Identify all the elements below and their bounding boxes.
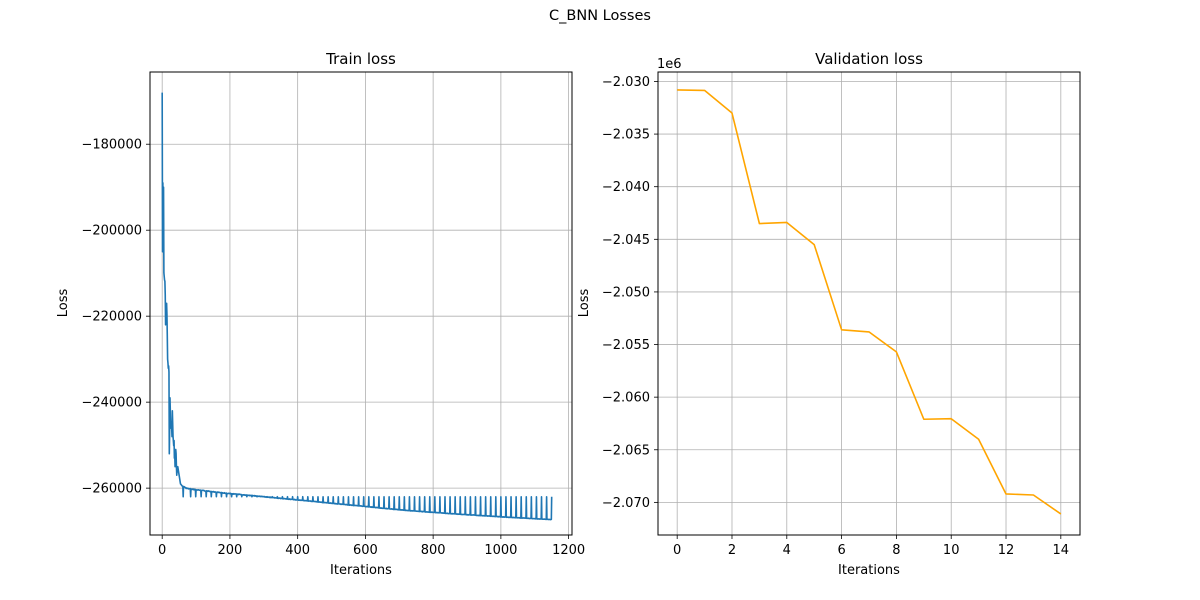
validation-loss-ytick-label: −2.045 — [602, 233, 650, 248]
validation-loss-ytick-label: −2.030 — [602, 75, 650, 90]
validation-loss-series-line — [677, 89, 1062, 515]
train-loss-axes-frame — [149, 71, 573, 536]
train-loss-ytick-label: −180000 — [81, 138, 142, 153]
train-loss-ticks: 0 200 400 600 800 1000 1200 −260000 −240000 −2200… — [81, 138, 585, 558]
train-loss-xtick-label: 1000 — [484, 543, 517, 558]
validation-loss-xtick-label: 2 — [728, 543, 736, 558]
validation-loss-title: Validation loss — [815, 50, 923, 68]
validation-loss-subplot: Validation loss 1e6 Iterations Loss 0 2 4 6… — [577, 50, 1081, 578]
train-loss-xtick-label: 400 — [285, 543, 310, 558]
validation-loss-ytick-label: −2.070 — [602, 496, 650, 511]
train-loss-xtick-label: 200 — [218, 543, 243, 558]
figure-suptitle: C_BNN Losses — [549, 8, 651, 24]
train-loss-ytick-label: −240000 — [81, 396, 142, 411]
validation-loss-xtick-label: 6 — [837, 543, 845, 558]
train-loss-ytick-label: −200000 — [81, 224, 142, 239]
train-loss-subplot: Train loss Iterations Loss 0 200 400 600 800… — [56, 50, 585, 578]
validation-loss-offset-text: 1e6 — [657, 57, 682, 72]
train-loss-xtick-label: 0 — [158, 543, 166, 558]
validation-loss-xtick-label: 4 — [783, 543, 791, 558]
train-loss-xtick-label: 600 — [353, 543, 378, 558]
validation-loss-xlabel: Iterations — [838, 563, 900, 578]
validation-loss-ytick-label: −2.060 — [602, 391, 650, 406]
validation-loss-ytick-label: −2.040 — [602, 180, 650, 195]
validation-loss-xtick-label: 0 — [673, 543, 681, 558]
validation-loss-xtick-label: 8 — [892, 543, 900, 558]
train-loss-xlabel: Iterations — [330, 563, 392, 578]
validation-loss-ylabel: Loss — [577, 289, 592, 318]
train-loss-ylabel: Loss — [56, 289, 71, 318]
train-loss-ytick-label: −260000 — [81, 482, 142, 497]
validation-loss-ytick-label: −2.055 — [602, 338, 650, 353]
validation-loss-axes-frame — [657, 71, 1081, 536]
train-loss-gridlines — [150, 72, 572, 535]
validation-loss-line-group — [677, 89, 1062, 515]
train-loss-title: Train loss — [325, 50, 396, 68]
validation-loss-ytick-label: −2.050 — [602, 285, 650, 300]
validation-loss-ytick-label: −2.035 — [602, 128, 650, 143]
train-loss-xtick-label: 1200 — [552, 543, 585, 558]
validation-loss-ytick-label: −2.065 — [602, 443, 650, 458]
train-loss-series-line — [161, 92, 553, 521]
train-loss-xtick-label: 800 — [421, 543, 446, 558]
validation-loss-xtick-label: 10 — [943, 543, 960, 558]
train-loss-ytick-label: −220000 — [81, 310, 142, 325]
validation-loss-gridlines — [658, 72, 1080, 535]
validation-loss-ticks: 0 2 4 6 8 10 12 14 −2.070 −2.065 −2.060 −2.055 −2.05… — [602, 75, 1069, 558]
validation-loss-xtick-label: 14 — [1053, 543, 1070, 558]
train-loss-line-group — [161, 92, 553, 521]
validation-loss-xtick-label: 12 — [998, 543, 1015, 558]
